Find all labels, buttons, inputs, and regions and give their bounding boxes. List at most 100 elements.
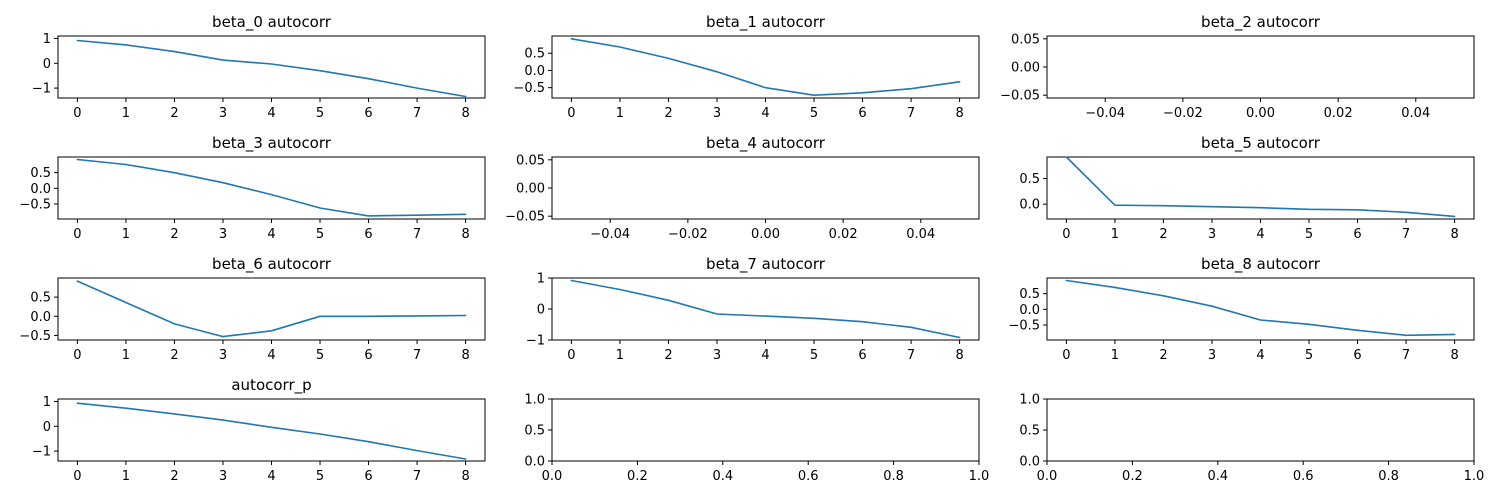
axes-frame (1046, 156, 1475, 220)
panel-title: beta_8 autocorr (1201, 255, 1321, 274)
series-line-beta-0 (76, 39, 467, 98)
x-tick-label: 6 (858, 106, 866, 121)
y-tick-label: 0.5 (524, 424, 545, 439)
x-tick-label: 0 (567, 106, 575, 121)
series-line-beta-8 (1065, 279, 1456, 337)
x-tick-label: 6 (364, 106, 372, 121)
panel-beta-7: beta_7 autocorr 0 1 2 3 4 5 6 7 8 1 0 −1 (526, 255, 980, 363)
panel-title: beta_4 autocorr (706, 134, 826, 153)
x-tick-label: 4 (267, 106, 275, 121)
x-tick-label: 7 (907, 348, 915, 363)
x-tick-label: 2 (170, 469, 178, 484)
x-tick-label: 2 (170, 348, 178, 363)
panel-title: beta_2 autocorr (1201, 13, 1321, 32)
axes-frame (1046, 35, 1475, 99)
x-tick-label: 0.0 (542, 469, 563, 484)
x-tick-label: 3 (1208, 227, 1216, 242)
x-tick-label: 0.04 (1401, 106, 1430, 121)
x-tick-label: 1.0 (969, 469, 990, 484)
panel-title: beta_7 autocorr (706, 255, 826, 274)
y-tick-label: −1 (32, 82, 51, 97)
panel-beta-1: beta_1 autocorr 0 1 2 3 4 5 6 7 8 0.5 0.0 −0.5 (513, 13, 980, 121)
x-tick-label: 4 (761, 348, 769, 363)
y-tick-label: −0.5 (19, 329, 51, 344)
x-tick-label: 2 (1159, 348, 1167, 363)
y-tick-label: −1 (526, 334, 545, 349)
x-tick-label: 3 (219, 106, 227, 121)
x-tick-label: 1 (616, 106, 624, 121)
series-line-beta-5 (1065, 156, 1456, 218)
y-tick-label: 0.0 (1019, 455, 1040, 470)
x-tick-label: 5 (316, 469, 324, 484)
x-tick-label: 4 (1256, 348, 1264, 363)
x-tick-label: 6 (1353, 227, 1361, 242)
y-tick-label: 0 (537, 303, 545, 318)
y-tick-label: 0.0 (524, 455, 545, 470)
y-tick-label: 0 (43, 57, 51, 72)
x-tick-label: 0 (73, 469, 81, 484)
panel-beta-4: beta_4 autocorr −0.04 −0.02 0.00 0.02 0.04 0.0… (505, 134, 980, 242)
x-tick-label: 7 (907, 106, 915, 121)
panel-title: beta_6 autocorr (212, 255, 332, 274)
x-tick-label: 5 (316, 348, 324, 363)
panel-title: beta_3 autocorr (212, 134, 332, 153)
x-tick-label: 0.02 (1324, 106, 1353, 121)
panel-blank-1: 0.0 0.2 0.4 0.6 0.8 1.0 0.0 0.5 1.0 (524, 393, 989, 485)
y-tick-label: 1 (43, 395, 51, 410)
y-tick-label: 0.05 (516, 153, 545, 168)
x-tick-label: 1 (1111, 227, 1119, 242)
x-tick-label: 3 (713, 106, 721, 121)
y-tick-label: 0 (43, 420, 51, 435)
y-tick-label: 0.5 (1019, 287, 1040, 302)
x-tick-label: 3 (1208, 348, 1216, 363)
x-tick-label: 5 (316, 227, 324, 242)
axes-frame (1046, 398, 1475, 462)
x-tick-label: 0 (567, 348, 575, 363)
x-tick-label: 1 (1111, 348, 1119, 363)
y-tick-label: 0.0 (524, 64, 545, 79)
x-tick-label: 4 (1256, 227, 1264, 242)
x-tick-label: 5 (316, 106, 324, 121)
x-tick-label: 7 (413, 469, 421, 484)
x-tick-label: 4 (267, 469, 275, 484)
y-tick-label: 0.00 (516, 182, 545, 197)
x-tick-label: 6 (1353, 348, 1361, 363)
x-tick-label: 0 (1062, 227, 1070, 242)
panel-beta-3: beta_3 autocorr 0 1 2 3 4 5 6 7 8 0.50.0−0.5 (19, 134, 486, 242)
axes-frame (551, 156, 980, 220)
x-tick-label: 4 (761, 106, 769, 121)
y-tick-label: 1.0 (524, 393, 545, 408)
x-tick-label: 6 (858, 348, 866, 363)
panel-title: autocorr_p (231, 376, 311, 395)
x-tick-label: 0.00 (1246, 106, 1275, 121)
y-tick-label: 0.00 (1011, 61, 1040, 76)
x-tick-label: 0 (73, 227, 81, 242)
panel-title: beta_0 autocorr (212, 13, 332, 32)
x-tick-label: 3 (219, 227, 227, 242)
x-tick-label: 2 (664, 348, 672, 363)
series-line-autocorr-p (76, 402, 467, 460)
y-tick-label: −0.5 (513, 81, 545, 96)
x-tick-label: 0.04 (906, 227, 935, 242)
x-tick-label: 0.6 (1293, 469, 1314, 484)
x-tick-label: 0.0 (1037, 469, 1058, 484)
y-tick-label: −1 (32, 445, 51, 460)
y-tick-label: 1.0 (1019, 393, 1040, 408)
x-tick-label: 1 (122, 227, 130, 242)
x-tick-label: 8 (1450, 348, 1458, 363)
y-tick-label: −0.5 (1008, 318, 1040, 333)
x-tick-label: 3 (219, 348, 227, 363)
x-tick-label: 3 (713, 348, 721, 363)
panel-beta-2: beta_2 autocorr −0.04 −0.02 0.00 0.02 0.04 0.0… (1000, 13, 1475, 121)
y-tick-label: 0.05 (1011, 32, 1040, 47)
x-tick-label: 7 (1402, 348, 1410, 363)
panel-beta-8: beta_8 autocorr 0 1 2 3 4 5 6 7 8 0.50.0−0.5 (1008, 255, 1475, 363)
y-tick-label: 0.0 (1019, 303, 1040, 318)
x-tick-label: 5 (810, 106, 818, 121)
series-line-beta-3 (76, 158, 467, 217)
y-tick-label: −0.5 (19, 197, 51, 212)
axes-frame (551, 398, 980, 462)
y-tick-label: 0.5 (30, 166, 51, 181)
x-tick-label: 7 (1402, 227, 1410, 242)
